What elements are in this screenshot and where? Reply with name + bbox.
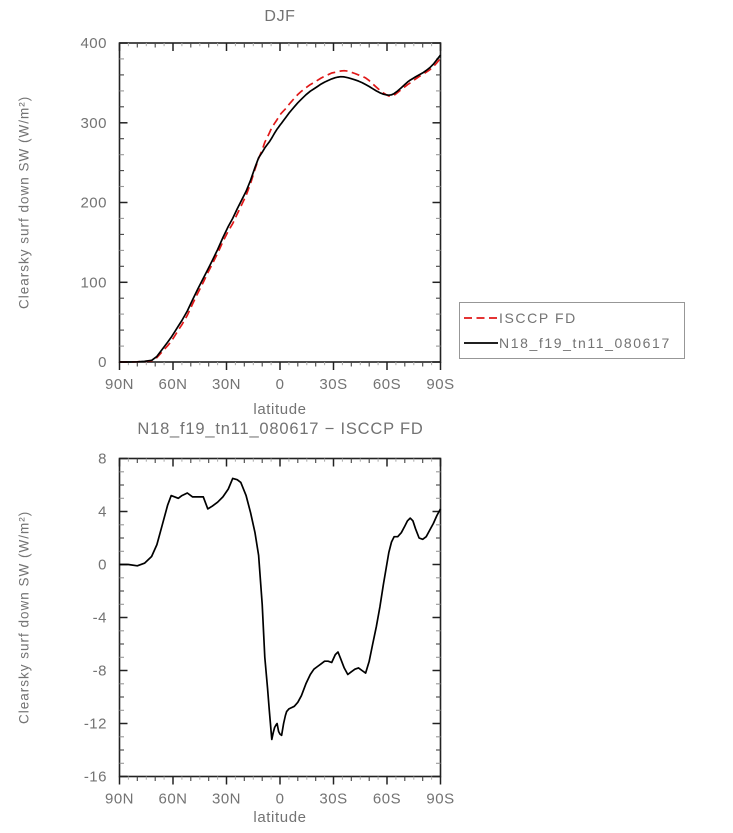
bottom-x-axis-label: latitude bbox=[253, 809, 307, 826]
legend-box: ISCCP FD N18_f19_tn11_080617 bbox=[459, 302, 685, 359]
y-tick-label: 400 bbox=[80, 35, 107, 52]
x-tick-label: 0 bbox=[276, 791, 285, 808]
top-chart-title: DJF bbox=[264, 8, 296, 25]
y-tick-label: 0 bbox=[98, 557, 107, 574]
y-tick-label: 4 bbox=[98, 504, 107, 521]
legend-label-isccp: ISCCP FD bbox=[499, 309, 577, 326]
x-tick-label: 30S bbox=[319, 376, 347, 393]
top-y-axis-label: Clearsky surf down SW (W/m²) bbox=[16, 95, 32, 310]
x-tick-label: 90S bbox=[426, 791, 454, 808]
x-tick-label: 30N bbox=[212, 376, 241, 393]
y-tick-label: -4 bbox=[93, 610, 107, 627]
x-tick-label: 30N bbox=[212, 791, 241, 808]
x-tick-label: 60N bbox=[158, 376, 187, 393]
y-tick-label: 100 bbox=[80, 274, 107, 291]
series-line-1 bbox=[119, 54, 442, 363]
x-tick-label: 60N bbox=[158, 791, 187, 808]
x-tick-label: 90N bbox=[105, 376, 134, 393]
y-tick-label: 200 bbox=[80, 195, 107, 212]
bottom-y-axis-label: Clearsky surf down SW (W/m²) bbox=[16, 510, 32, 724]
legend-entry-isccp: ISCCP FD bbox=[463, 306, 684, 330]
y-tick-label: 300 bbox=[80, 115, 107, 132]
legend-line-solid-icon bbox=[464, 342, 498, 345]
y-tick-label: 0 bbox=[98, 354, 107, 371]
x-tick-label: 60S bbox=[373, 376, 401, 393]
y-tick-label: -12 bbox=[84, 716, 107, 733]
x-tick-label: 0 bbox=[276, 376, 285, 393]
x-tick-label: 90S bbox=[426, 376, 454, 393]
y-tick-label: -8 bbox=[93, 663, 107, 680]
bottom-chart-title: N18_f19_tn11_080617 − ISCCP FD bbox=[137, 420, 424, 438]
series-line-0 bbox=[119, 57, 442, 363]
series-line-0 bbox=[119, 477, 442, 741]
legend-label-model: N18_f19_tn11_080617 bbox=[499, 335, 671, 352]
x-tick-label: 30S bbox=[319, 791, 347, 808]
legend-entry-model: N18_f19_tn11_080617 bbox=[463, 331, 684, 355]
x-tick-label: 60S bbox=[373, 791, 401, 808]
top-x-axis-label: latitude bbox=[253, 401, 307, 418]
legend-line-dashed-icon bbox=[464, 316, 498, 319]
y-tick-label: 8 bbox=[98, 451, 107, 468]
x-tick-label: 90N bbox=[105, 791, 134, 808]
axis-frame bbox=[118, 42, 442, 363]
y-tick-label: -16 bbox=[84, 769, 107, 786]
